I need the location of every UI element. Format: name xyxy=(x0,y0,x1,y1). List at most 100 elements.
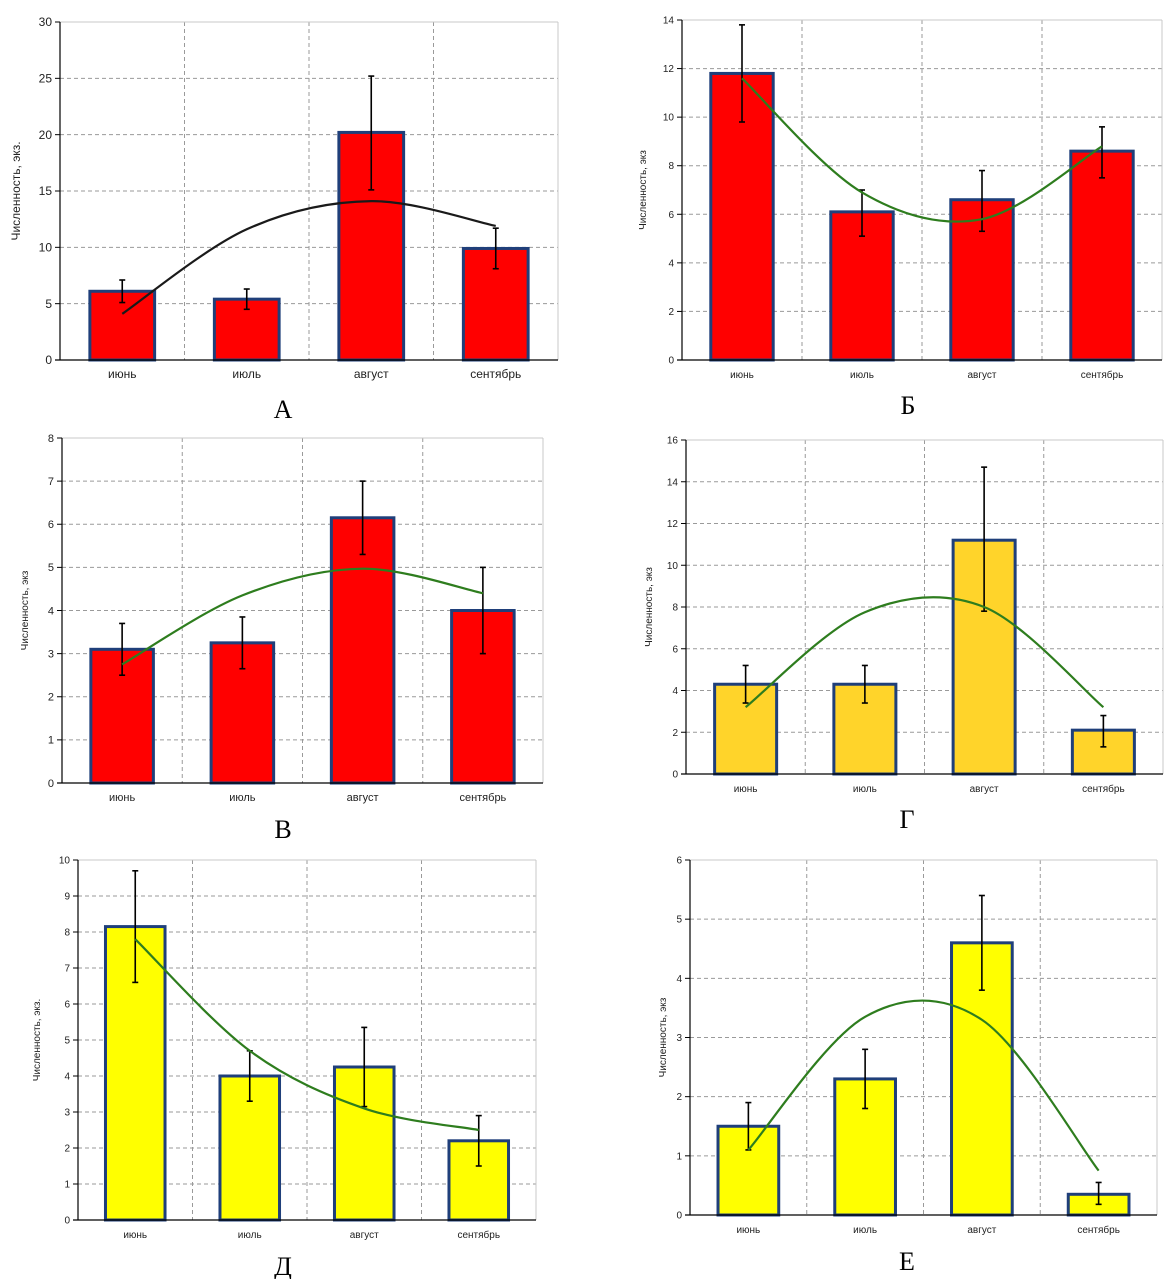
x-tick-label: сентябрь xyxy=(1082,783,1125,795)
y-tick-label: 1 xyxy=(64,1180,70,1191)
y-tick-label: 3 xyxy=(64,1108,70,1119)
y-tick-label: 2 xyxy=(64,1144,70,1155)
x-tick-label: июль xyxy=(850,370,874,381)
trend-curve xyxy=(747,999,1100,1172)
y-tick-label: 10 xyxy=(667,561,679,572)
y-tick-label: 0 xyxy=(45,353,52,367)
y-tick-label: 12 xyxy=(667,519,679,530)
y-tick-label: 4 xyxy=(676,974,682,985)
trend-curve xyxy=(121,200,496,315)
x-tick-label: июль xyxy=(853,1225,877,1236)
y-tick-label: 8 xyxy=(672,603,678,614)
chart-panel-6: 0 1 2 3 4 5 6 июнь июль август сентябрь Численность… xyxy=(658,856,1158,1276)
y-tick-label: 7 xyxy=(64,964,70,975)
x-tick-label: сентябрь xyxy=(459,792,506,804)
trend-curve xyxy=(744,596,1105,709)
y-tick-label: 2 xyxy=(676,1092,682,1103)
panel-label: Д xyxy=(274,1252,292,1279)
y-tick-label: 0 xyxy=(668,356,674,367)
y-tick-label: 15 xyxy=(39,184,53,198)
y-axis-label: Численность, экз. xyxy=(32,999,43,1082)
y-tick-label: 4 xyxy=(672,686,678,697)
chart-panel-3: 0 1 2 3 4 5 6 7 8 июнь июль август сентябрь Численнос… xyxy=(20,433,544,844)
y-tick-label: 8 xyxy=(64,928,70,939)
panel-label: В xyxy=(274,815,291,844)
chart-panel-4: 0 2 4 6 8 10 12 14 16 июнь июль август сентябрь Числе… xyxy=(644,436,1164,834)
y-axis-label: Численность, экз. xyxy=(9,141,23,240)
y-tick-label: 6 xyxy=(64,1000,70,1011)
x-tick-label: август xyxy=(347,792,379,804)
y-tick-label: 2 xyxy=(672,728,678,739)
bar-сентябрь xyxy=(1069,149,1135,362)
y-tick-label: 10 xyxy=(59,856,71,867)
x-tick-label: июнь xyxy=(123,1230,147,1241)
y-axis-label: Численность, экз xyxy=(644,567,655,647)
y-tick-label: 8 xyxy=(668,161,674,172)
y-tick-label: 0 xyxy=(48,778,54,790)
x-tick-label: сентябрь xyxy=(1081,369,1124,381)
y-tick-label: 1 xyxy=(676,1151,682,1162)
x-tick-label: июнь xyxy=(108,367,137,381)
x-tick-label: август xyxy=(354,367,389,381)
x-tick-label: август xyxy=(350,1230,379,1241)
x-tick-label: июль xyxy=(232,367,261,381)
x-tick-label: июнь xyxy=(109,792,135,804)
x-tick-label: сентябрь xyxy=(470,367,521,381)
panel-label: Е xyxy=(899,1247,915,1276)
y-tick-label: 14 xyxy=(667,477,679,488)
trend-curve xyxy=(134,938,479,1132)
x-tick-label: август xyxy=(970,784,999,795)
y-axis-label: Численность, экз xyxy=(658,997,669,1077)
y-tick-label: 6 xyxy=(672,644,678,655)
y-tick-label: 10 xyxy=(663,113,675,124)
y-tick-label: 14 xyxy=(663,16,675,27)
chart-panel-1: 0 5 10 15 20 25 30 июнь июль август сентябрь Числен… xyxy=(9,15,559,424)
chart-panel-2: 0 2 4 6 8 10 12 14 июнь июль август сентябрь Численн… xyxy=(638,16,1163,420)
y-tick-label: 4 xyxy=(48,605,54,617)
y-tick-label: 2 xyxy=(48,692,54,704)
y-tick-label: 5 xyxy=(676,915,682,926)
y-tick-label: 9 xyxy=(64,892,70,903)
x-tick-label: июнь xyxy=(736,1225,760,1236)
x-tick-label: июнь xyxy=(734,784,758,795)
y-axis-label: Численность, экз xyxy=(20,570,31,650)
x-tick-label: август xyxy=(967,1225,996,1236)
x-tick-label: июль xyxy=(229,792,256,804)
y-tick-label: 20 xyxy=(39,128,53,142)
y-tick-label: 4 xyxy=(64,1072,70,1083)
y-tick-label: 16 xyxy=(667,436,679,447)
y-axis-label: Численность, экз xyxy=(638,150,649,230)
trend-curve xyxy=(121,567,484,666)
y-tick-label: 3 xyxy=(48,648,54,660)
y-tick-label: 7 xyxy=(48,476,54,488)
y-tick-label: 25 xyxy=(39,72,53,86)
y-tick-label: 10 xyxy=(39,241,53,255)
x-tick-label: июль xyxy=(853,784,877,795)
y-tick-label: 0 xyxy=(672,770,678,781)
chart-panel-5: 0 1 2 3 4 5 6 7 8 9 10 июнь июль август сентябрь Числен… xyxy=(32,856,537,1279)
y-tick-label: 12 xyxy=(663,64,675,75)
y-tick-label: 6 xyxy=(48,519,54,531)
x-tick-label: август xyxy=(968,370,997,381)
y-tick-label: 1 xyxy=(48,735,54,747)
panel-label: А xyxy=(274,395,293,424)
x-tick-label: июнь xyxy=(730,370,754,381)
trend-curve xyxy=(741,77,1103,223)
y-tick-label: 5 xyxy=(45,297,52,311)
y-tick-label: 5 xyxy=(64,1036,70,1047)
panel-label: Г xyxy=(899,805,914,834)
y-tick-label: 3 xyxy=(676,1033,682,1044)
y-tick-label: 5 xyxy=(48,562,54,574)
y-tick-label: 6 xyxy=(668,210,674,221)
bar-август xyxy=(329,516,396,785)
x-tick-label: сентябрь xyxy=(1077,1224,1120,1236)
x-tick-label: июль xyxy=(238,1230,262,1241)
y-tick-label: 0 xyxy=(64,1216,70,1227)
y-tick-label: 6 xyxy=(676,856,682,867)
y-tick-label: 0 xyxy=(676,1211,682,1222)
y-tick-label: 30 xyxy=(39,15,53,29)
y-tick-label: 2 xyxy=(668,307,674,318)
y-tick-label: 8 xyxy=(48,433,54,445)
panel-label: Б xyxy=(901,391,916,420)
